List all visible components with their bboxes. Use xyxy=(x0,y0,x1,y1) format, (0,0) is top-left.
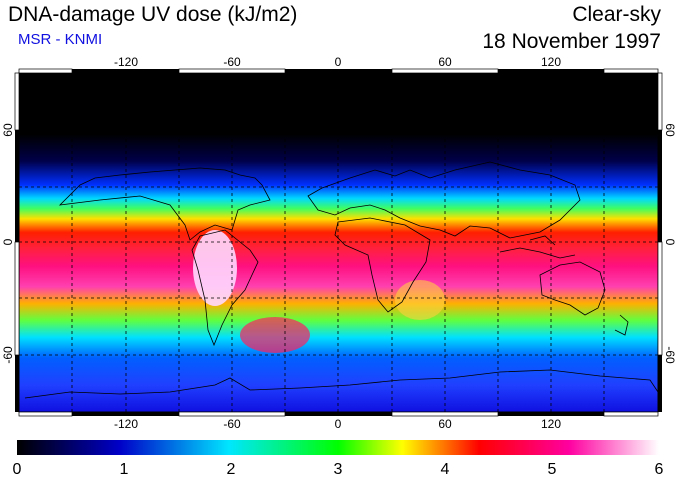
lat-label-left: 60 xyxy=(1,123,15,137)
colorbar-labels: 0 1 2 3 4 5 6 xyxy=(13,461,664,478)
lon-label-bottom: -120 xyxy=(114,417,138,431)
south-atlantic-patch xyxy=(240,317,310,353)
lat-label-right: 0 xyxy=(663,239,677,246)
andes-high-dose-patch xyxy=(193,230,237,306)
lon-labels-bottom: -120 -60 0 60 120 xyxy=(114,417,561,431)
north-america-coast xyxy=(58,167,271,241)
lon-label-top: 60 xyxy=(438,55,452,69)
colorbar xyxy=(17,440,659,455)
lon-label-top: -60 xyxy=(223,55,241,69)
lat-label-left: -60 xyxy=(1,346,15,364)
lat-label-left: 0 xyxy=(1,238,15,245)
lon-label-top: -120 xyxy=(114,55,138,69)
lon-label-top: 120 xyxy=(541,55,561,69)
lon-label-top: 0 xyxy=(335,55,342,69)
coastlines xyxy=(24,161,658,399)
africa-coast xyxy=(334,217,431,313)
indonesia-coast xyxy=(499,235,576,259)
colorbar-label: 0 xyxy=(13,461,22,478)
sky-condition-label: Clear-sky xyxy=(572,3,661,26)
antarctica-coast xyxy=(24,369,658,399)
lat-label-right: 60 xyxy=(663,123,677,137)
lon-labels-top: -120 -60 0 60 120 xyxy=(114,55,561,69)
source-label: MSR - KNMI xyxy=(18,31,103,48)
lat-labels-left: 60 0 -60 xyxy=(1,123,15,364)
colorbar-label: 6 xyxy=(655,461,664,478)
lon-label-bottom: -60 xyxy=(223,417,241,431)
date-label: 18 November 1997 xyxy=(482,30,661,53)
lat-labels-right: 60 0 -60 xyxy=(663,123,677,364)
chart-title: DNA-damage UV dose (kJ/m2) xyxy=(8,3,298,26)
colorbar-label: 2 xyxy=(227,461,236,478)
lon-label-bottom: 0 xyxy=(335,417,342,431)
lon-label-bottom: 60 xyxy=(438,417,452,431)
colorbar-label: 1 xyxy=(120,461,129,478)
colorbar-label: 3 xyxy=(334,461,343,478)
lat-label-right: -60 xyxy=(663,346,677,364)
frame-ticks xyxy=(14,68,663,417)
colorbar-label: 5 xyxy=(548,461,557,478)
lat-lon-grid xyxy=(19,73,658,412)
colorbar-label: 4 xyxy=(441,461,450,478)
uv-dose-field xyxy=(19,73,658,412)
australia-coast xyxy=(539,261,606,316)
new-zealand-coast xyxy=(614,314,629,336)
south-africa-patch xyxy=(395,280,445,320)
lon-label-bottom: 120 xyxy=(541,417,561,431)
south-america-coast xyxy=(191,229,259,347)
eurasia-coast xyxy=(307,161,581,239)
